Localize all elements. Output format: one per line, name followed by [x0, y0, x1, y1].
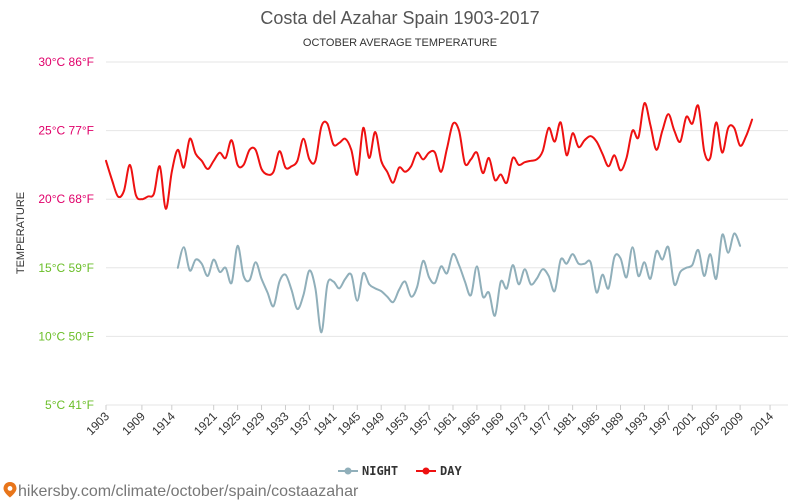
y-axis-label: TEMPERATURE — [15, 192, 27, 274]
x-tick-label: 1945 — [335, 409, 364, 438]
chart-title: Costa del Azahar Spain 1903-2017 — [260, 8, 539, 28]
series-lines — [105, 102, 754, 334]
series-line-night — [176, 232, 742, 334]
x-tick-label: 1909 — [119, 409, 148, 438]
x-tick-label: 1933 — [263, 409, 292, 438]
x-tick-label: 1941 — [311, 409, 340, 438]
x-tick-label: 2014 — [747, 409, 776, 438]
x-tick-label: 1985 — [574, 409, 603, 438]
legend-day-marker — [422, 467, 430, 475]
x-tick-label: 1914 — [149, 409, 178, 438]
x-tick-label: 1981 — [550, 409, 579, 438]
x-tick-label: 2001 — [670, 409, 699, 438]
y-tick-label: 20°C 68°F — [38, 192, 94, 206]
x-tick-label: 2009 — [717, 409, 746, 438]
x-tick-label: 1949 — [359, 409, 388, 438]
x-tick-label: 1989 — [598, 409, 627, 438]
x-tick-label: 1921 — [191, 409, 220, 438]
legend-night-label: NIGHT — [362, 464, 398, 478]
grid-lines — [106, 61, 788, 406]
x-tick-label: 1993 — [622, 409, 651, 438]
x-tick-label: 1957 — [406, 409, 435, 438]
chart-subtitle: OCTOBER AVERAGE TEMPERATURE — [303, 37, 497, 49]
x-tick-label: 1961 — [430, 409, 459, 438]
y-tick-label: 30°C 86°F — [38, 55, 94, 69]
series-line-day — [105, 102, 754, 210]
x-tick-label: 2005 — [694, 409, 723, 438]
x-tick-label: 1903 — [83, 409, 112, 438]
y-tick-label: 15°C 59°F — [38, 261, 94, 275]
y-tick-labels: 30°C 86°F 25°C 77°F 20°C 68°F 15°C 59°F 10°C… — [38, 55, 94, 412]
x-tick-label: 1969 — [478, 409, 507, 438]
x-tick-label: 1925 — [215, 409, 244, 438]
map-pin-icon — [3, 482, 17, 498]
y-tick-label: 5°C 41°F — [45, 398, 94, 412]
x-tick-label: 1929 — [239, 409, 268, 438]
y-tick-label: 25°C 77°F — [38, 124, 94, 138]
x-tick-label: 1965 — [454, 409, 483, 438]
source-url: hikersby.com/climate/october/spain/costa… — [18, 483, 359, 500]
x-tick-labels: 1903 1909 1914 1921192519291933193719411945… — [83, 405, 776, 438]
legend: NIGHT DAY — [338, 464, 462, 478]
y-tick-label: 10°C 50°F — [38, 329, 94, 343]
legend-day-label: DAY — [440, 464, 462, 478]
legend-item-night[interactable]: NIGHT — [338, 464, 398, 478]
x-tick-label: 1973 — [502, 409, 531, 438]
x-tick-label: 1937 — [287, 409, 316, 438]
legend-night-marker — [344, 467, 352, 475]
legend-item-day[interactable]: DAY — [416, 464, 462, 478]
source-link[interactable]: hikersby.com/climate/october/spain/costa… — [3, 482, 359, 500]
x-tick-label: 1953 — [382, 409, 411, 438]
x-tick-label: 1977 — [526, 409, 555, 438]
x-tick-label: 1997 — [646, 409, 675, 438]
